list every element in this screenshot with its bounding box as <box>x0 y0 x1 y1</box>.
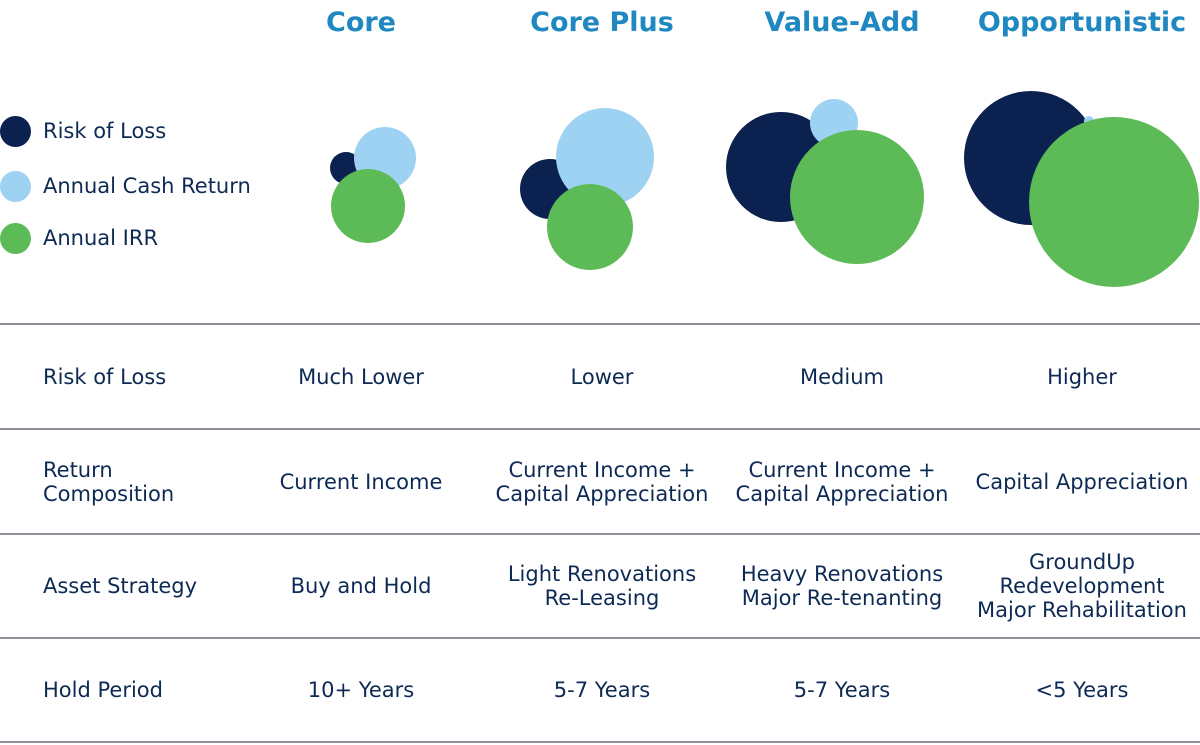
table-row-hold-period: Hold Period 10+ Years 5-7 Years 5-7 Year… <box>0 639 1200 741</box>
annual-irr-bubble <box>1029 117 1199 287</box>
row-divider <box>0 533 1200 535</box>
annual-cash-return-bubble <box>556 108 654 206</box>
column-header-opportunistic: Opportunistic <box>977 7 1187 38</box>
legend-label: Annual IRR <box>43 226 159 250</box>
table-cell-opportunistic: Higher <box>1047 364 1117 389</box>
row-divider <box>0 637 1200 639</box>
table-cell-value-add: 5-7 Years <box>793 678 891 702</box>
column-header-core-plus: Core Plus <box>530 7 674 38</box>
table-row-return-composition: Return Composition Current Income Curren… <box>0 430 1200 533</box>
row-label: Hold Period <box>43 678 163 702</box>
column-header-core: Core <box>326 7 396 38</box>
row-label: Return Composition <box>43 457 175 506</box>
bubble-cluster-value-add <box>726 99 924 264</box>
table-cell-opportunistic: Capital Appreciation <box>975 469 1189 494</box>
table-cell-core: Much Lower <box>298 364 424 389</box>
annual-irr-bubble <box>790 130 924 264</box>
bubble-cluster-opportunistic <box>964 91 1199 287</box>
table-cell-opportunistic: <5 Years <box>1035 678 1129 702</box>
table-cell-core-plus: Light Renovations Re-Leasing <box>507 562 697 610</box>
table-cell-value-add: Current Income + Capital Appreciation <box>735 457 949 506</box>
row-divider <box>0 323 1200 325</box>
legend-item-annual-irr: Annual IRR <box>0 222 158 254</box>
row-divider <box>0 428 1200 430</box>
legend-item-annual-cash-return: Annual Cash Return <box>0 170 251 202</box>
table-cell-value-add: Heavy Renovations Major Re-tenanting <box>740 562 944 610</box>
row-label: Asset Strategy <box>43 574 198 598</box>
bubble-cluster-core-plus <box>520 108 654 270</box>
annual-irr-bubble <box>331 169 405 243</box>
table-cell-core: Buy and Hold <box>290 574 432 598</box>
legend-item-risk-of-loss: Risk of Loss <box>0 115 166 147</box>
table-cell-value-add: Medium <box>800 364 884 389</box>
green-circle-icon <box>0 222 31 254</box>
annual-irr-bubble <box>547 184 633 270</box>
column-header-value-add: Value-Add <box>764 7 920 38</box>
table-cell-core-plus: Lower <box>570 364 634 389</box>
bubble-cluster-core <box>330 127 416 243</box>
table-cell-opportunistic: GroundUp Redevelopment Major Rehabilitatio… <box>977 550 1187 622</box>
light-blue-circle-icon <box>0 170 31 202</box>
dark-blue-circle-icon <box>0 115 31 147</box>
table-cell-core: 10+ Years <box>307 678 415 702</box>
row-divider <box>0 741 1200 743</box>
table-cell-core-plus: 5-7 Years <box>553 678 651 702</box>
row-label: Risk of Loss <box>43 364 167 389</box>
table-row-risk-of-loss: Risk of Loss Much Lower Lower Medium Hig… <box>0 325 1200 428</box>
table-row-asset-strategy: Asset Strategy Buy and Hold Light Renova… <box>0 535 1200 637</box>
bubble-diagram <box>330 91 1199 287</box>
legend-label: Annual Cash Return <box>43 174 251 198</box>
legend-label: Risk of Loss <box>43 119 167 143</box>
table-cell-core-plus: Current Income + Capital Appreciation <box>495 457 709 506</box>
table-cell-core: Current Income <box>279 469 443 494</box>
